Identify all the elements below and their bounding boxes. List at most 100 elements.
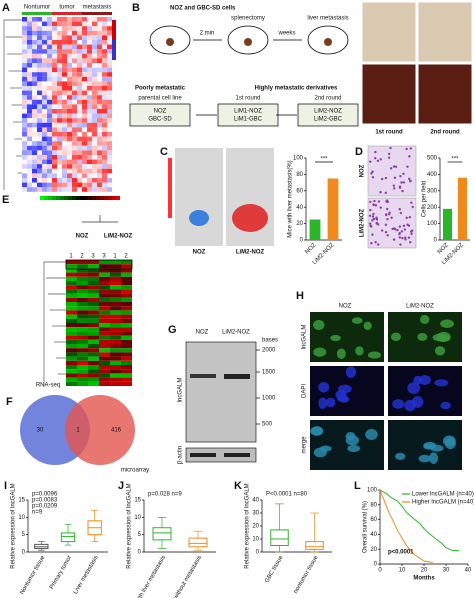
cell — [392, 399, 405, 409]
heat-cell — [102, 72, 107, 77]
heat-cell — [121, 260, 132, 265]
heat-cell — [99, 310, 110, 315]
heat-cell — [102, 90, 107, 96]
heat-cell — [102, 127, 107, 132]
heat-cell — [97, 90, 102, 96]
heat-cell — [27, 21, 32, 27]
heat-cell — [88, 276, 99, 281]
heat-cell — [27, 67, 32, 73]
heat-cell — [67, 30, 72, 36]
heat-cell — [22, 159, 27, 165]
heat-cell — [77, 72, 82, 77]
heat-cell — [22, 155, 27, 160]
heat-cell — [52, 35, 57, 40]
heat-cell — [52, 132, 57, 137]
column-label: NOZ — [339, 304, 352, 310]
heat-cell — [52, 164, 57, 169]
heat-cell — [22, 72, 27, 77]
heat-cell — [72, 58, 77, 63]
heat-cell — [121, 369, 132, 374]
cell-dot — [389, 167, 393, 170]
heat-cell — [77, 302, 88, 307]
cell-box — [297, 103, 359, 127]
heat-cell — [22, 141, 27, 146]
sig-label: *** — [451, 157, 459, 163]
cell-dot — [370, 225, 373, 228]
heat-cell — [67, 53, 72, 59]
heat-cell — [92, 21, 97, 27]
heat-cell — [27, 44, 32, 50]
cell-dot — [370, 242, 373, 245]
heat-cell — [77, 360, 88, 365]
caption: Highly metastatic derivatives — [255, 86, 338, 92]
heat-cell — [27, 182, 32, 188]
heat-cell — [99, 272, 110, 277]
heat-cell — [97, 168, 102, 174]
heat-cell — [66, 377, 77, 382]
legend-label: Lower lncGALM (n=40) — [412, 492, 474, 498]
heat-cell — [66, 281, 77, 286]
scale-cell — [60, 196, 64, 200]
x-tick-label: GBC without metastasis — [166, 555, 203, 598]
heat-cell — [77, 58, 82, 63]
heat-cell — [102, 17, 107, 22]
heat-cell — [92, 90, 97, 96]
heat-cell — [67, 86, 72, 91]
heat-cell — [57, 132, 62, 137]
heat-cell — [32, 30, 37, 36]
cell — [440, 401, 451, 410]
y-tick-label: 30 — [252, 511, 259, 517]
heat-cell — [52, 99, 57, 105]
heat-cell — [67, 63, 72, 68]
heat-cell — [32, 132, 37, 137]
heat-cell — [42, 81, 47, 86]
organ — [166, 38, 174, 46]
heat-cell — [47, 132, 52, 137]
cell-dot — [406, 223, 409, 226]
heat-cell — [42, 122, 47, 128]
heat-cell — [121, 352, 132, 357]
cell-dot — [385, 200, 388, 203]
y-tick-label: 200 — [427, 205, 438, 211]
heat-cell — [82, 113, 87, 119]
heat-cell — [87, 95, 92, 100]
heat-cell — [27, 132, 32, 137]
heat-cell — [87, 21, 92, 27]
heat-cell — [72, 104, 77, 109]
heat-cell — [67, 127, 72, 132]
cell-dot — [379, 190, 382, 194]
heat-cell — [99, 377, 110, 382]
cell-dot — [368, 214, 372, 218]
heat-cell — [82, 178, 87, 183]
heat-cell — [102, 182, 107, 188]
heat-cell — [27, 164, 32, 169]
heat-cell — [57, 113, 62, 119]
heat-cell — [42, 155, 47, 160]
heat-cell — [32, 99, 37, 105]
x-tick-label: Liver metastasis — [73, 555, 100, 596]
heat-cell — [82, 63, 87, 68]
heat-cell — [67, 81, 72, 86]
heat-cell — [82, 132, 87, 137]
heat-cell — [37, 109, 42, 114]
y-tick-label: 60 — [370, 517, 377, 523]
scale-cell — [112, 40, 116, 45]
heat-cell — [32, 86, 37, 91]
photo-label: 2nd round — [430, 130, 460, 136]
heat-cell — [42, 35, 47, 40]
heat-cell — [92, 58, 97, 63]
cell-box — [217, 103, 279, 127]
heat-cell — [92, 76, 97, 82]
heat-cell — [77, 159, 82, 165]
heat-cell — [77, 356, 88, 361]
blot — [185, 341, 257, 443]
scale-cell — [112, 196, 116, 200]
heat-cell — [57, 35, 62, 40]
heat-cell — [110, 272, 121, 277]
heat-cell — [82, 187, 87, 192]
cell — [412, 395, 424, 408]
heat-cell — [27, 95, 32, 100]
heat-cell — [47, 127, 52, 132]
heat-cell — [37, 182, 42, 188]
heat-cell — [47, 86, 52, 91]
